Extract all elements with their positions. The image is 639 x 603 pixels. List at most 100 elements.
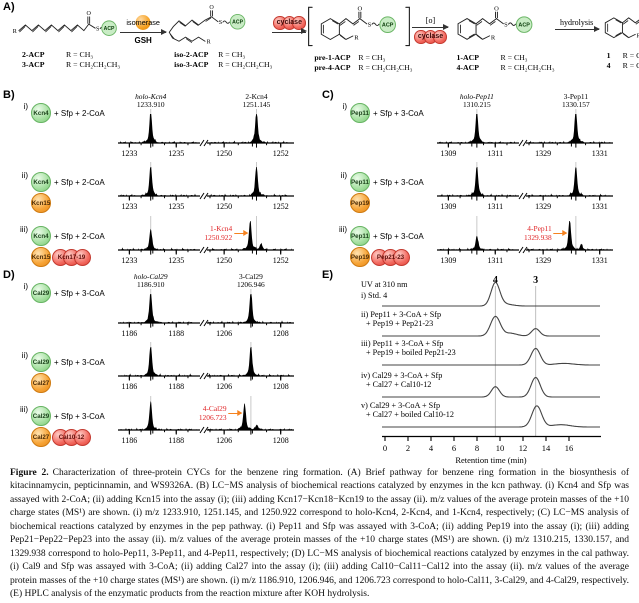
- assay-label: ii) Pep11 + Sfp + 3-CoA Pep19: [335, 162, 435, 213]
- axis-tick-label: 1252: [273, 256, 289, 265]
- time-axis-tick: 6: [452, 443, 456, 453]
- protein-bubble: Pep19: [350, 247, 370, 267]
- assay-label: i) Cal29 + Sfp + 3-CoA: [16, 273, 116, 303]
- peak-name: 3-Cal29: [238, 272, 263, 281]
- axis-tick-label: 1252: [273, 202, 289, 211]
- ms-assay-row: i) Kcn4 + Sfp + 2-CoA holo-Kcn4 1233.910 2-Kc…: [16, 92, 319, 159]
- structure-pre-acp-bracketed: O S ACP R: [308, 5, 411, 47]
- compound-labels-product: 1 R = CH₃ 4 R = CH₂CH₂CH₃: [599, 51, 639, 72]
- panels-b-c: B) i) Kcn4 + Sfp + 2-CoA holo-Kcn4 1233.910 2-…: [0, 88, 639, 268]
- ms-assay-row: i) Cal29 + Sfp + 3-CoA holo-Cal29 1186.910 3-…: [16, 272, 319, 339]
- assay-extra-line: Pep19 Pep21-23: [350, 247, 435, 267]
- assay-label: iii) Pep11 + Sfp + 3-CoA Pep19 Pep21-23: [335, 216, 435, 267]
- axis-tick-label: 1331: [592, 256, 608, 265]
- compound-block-2acp: R O S ACP 2-ACP R = CH₃ 3-ACP R = CH₂CH₂CH…: [13, 3, 121, 71]
- mass-spectrum: 1309 1311 1329 1331: [437, 216, 613, 265]
- structure-benzene-acid: O OH R: [604, 17, 639, 40]
- protein-bubble: Kcn4: [31, 226, 51, 246]
- acp-ball: [101, 20, 117, 36]
- product-annotation: 4-Pep11 1329.938: [524, 224, 568, 242]
- assay-roman: iii): [20, 225, 28, 234]
- spectrum-plot: holo-Pep11 1310.215 3-Pep11 1330.157 1309 131…: [435, 92, 615, 159]
- trace-label: v) Cal29 + 3-CoA + Sfp: [361, 401, 440, 410]
- assay-reagents: + Sfp + 3-CoA: [373, 177, 424, 187]
- hplc-trace: [382, 405, 600, 428]
- compound-r: R = CH₂CH₂CH₃: [622, 61, 639, 71]
- axis-tick-label: 1331: [592, 202, 608, 211]
- assay-line: i) Cal29 + Sfp + 3-CoA: [16, 282, 116, 303]
- assay-reagents: + Sfp + 3-CoA: [373, 231, 424, 241]
- ms-assay-row: iii) Pep11 + Sfp + 3-CoA Pep19 Pep21-23 4-Pep…: [335, 216, 638, 267]
- axis-tick-label: 1309: [440, 256, 456, 265]
- cyclase-ball-icon: [433, 30, 447, 44]
- panel-b: B) i) Kcn4 + Sfp + 2-CoA holo-Kcn4 1233.910 2-…: [0, 88, 319, 268]
- axis-tick-label: 1311: [487, 256, 503, 265]
- mass-spectrum: 1186 1188 1206 1208: [118, 342, 294, 391]
- peak-mz: 1310.215: [462, 100, 491, 110]
- mass-spectrum: 1309 1311 1329 1331: [437, 162, 613, 211]
- time-axis-tick: 14: [542, 443, 551, 453]
- acp-label: ACP: [232, 20, 243, 26]
- compound-r: R = CH₃: [66, 49, 94, 59]
- assay-roman: ii): [21, 171, 28, 180]
- protein-bubble: Cal29: [31, 352, 51, 372]
- compound-name: 1-ACP: [456, 52, 479, 62]
- uv-wavelength-label: UV at 310 nm: [361, 280, 408, 289]
- time-axis-tick: 4: [429, 443, 434, 453]
- panels-d-e: D) i) Cal29 + Sfp + 3-CoA holo-Cal29 1186.910…: [0, 268, 639, 465]
- assay-label: iii) Cal29 + Sfp + 3-CoA Cal27 Cal10-12: [16, 396, 116, 447]
- trace-label: + Cal27 + boiled Cal10-12: [366, 410, 454, 419]
- compound-block-pre1acp: O S ACP R pre-1-ACP R = CH₃ pre-4-ACP R = …: [306, 3, 412, 74]
- peak-label: holo-Pep11 1310.215: [460, 92, 494, 110]
- axis-tick-label: 1188: [168, 382, 184, 391]
- trace-label: ii) Pep11 + 3-CoA + Sfp: [361, 310, 441, 319]
- assay-roman: ii): [21, 351, 28, 360]
- spectrum-plot: 1186 1188 1206 1208: [116, 342, 296, 392]
- protein-bubble: Kcn15: [31, 247, 51, 267]
- compound-name: iso-3-ACP: [174, 60, 209, 70]
- peak-name: 2-Kcn4: [245, 92, 268, 101]
- protein-bubble: Kcn15: [31, 193, 51, 213]
- protein-bubble: Cal27: [31, 373, 51, 393]
- panel-d: D) i) Cal29 + Sfp + 3-CoA holo-Cal29 1186.910…: [0, 268, 319, 462]
- atom-o: O: [87, 11, 92, 17]
- axis-tick-label: 1235: [168, 149, 184, 158]
- cyclase-ball-icon: [292, 16, 306, 30]
- axis-tick-label: 1250: [216, 256, 232, 265]
- assay-label: iii) Kcn4 + Sfp + 2-CoA Kcn15 Kcn17-19: [16, 216, 116, 267]
- spectrum-plot: 4-Cal29 1206.723 1186 1188 1206 1208: [116, 396, 296, 446]
- panel-e: E) 4 3 UV at 310 nm i) Std. 4 ii) Pep11 + 3-C…: [319, 268, 638, 465]
- atom-r: R: [355, 34, 360, 41]
- product-annotation-text: 4-Cal29 1206.723: [199, 404, 227, 422]
- assay-extra-line: Cal27 Cal10-12: [31, 427, 116, 447]
- isomerase-label: isomerase: [126, 18, 160, 27]
- atom-r: R: [636, 33, 639, 40]
- compound-name: 1: [606, 50, 611, 60]
- compound-name: 3-ACP: [22, 60, 45, 70]
- time-axis-tick: 8: [475, 443, 479, 453]
- caption-body: Characterization of three-protein CYCs f…: [10, 468, 629, 600]
- compound-peak-marker: 3: [533, 275, 538, 286]
- assay-reagents: + Sfp + 3-CoA: [54, 288, 105, 298]
- assay-roman: i): [342, 102, 347, 111]
- assay-roman: iii): [20, 405, 28, 414]
- peak-label: 3-Pep11 1330.157: [562, 92, 590, 110]
- spectrum-plot: 1309 1311 1329 1331: [435, 162, 615, 212]
- compound-r: R = CH₂CH₂CH₃: [66, 60, 121, 70]
- panel-a: A) R O S ACP 2-ACP R = CH₃ 3-ACP R = CH₂CH…: [0, 0, 639, 88]
- acp-ball: [229, 13, 246, 30]
- peak-mz: 1186.910: [136, 280, 165, 290]
- protein-ball-icon: [74, 248, 91, 266]
- axis-tick-label: 1309: [440, 149, 456, 158]
- ms-assay-row: iii) Kcn4 + Sfp + 2-CoA Kcn15 Kcn17-19 1-Kcn4…: [16, 216, 319, 267]
- protein-bubble: Pep19: [350, 193, 370, 213]
- time-axis-label: Retention time (min): [455, 455, 526, 465]
- gsh-label: GSH: [134, 36, 152, 45]
- assay-label: ii) Kcn4 + Sfp + 2-CoA Kcn15: [16, 162, 116, 213]
- assay-reagents: + Sfp + 2-CoA: [54, 231, 105, 241]
- mass-spectrum: 1186 1188 1206 1208: [118, 289, 294, 338]
- protein-bubble: Kcn4: [31, 103, 51, 123]
- annotation-arrow-icon: [228, 409, 243, 416]
- trace-label: + Pep19 + boiled Pep21-23: [366, 348, 456, 357]
